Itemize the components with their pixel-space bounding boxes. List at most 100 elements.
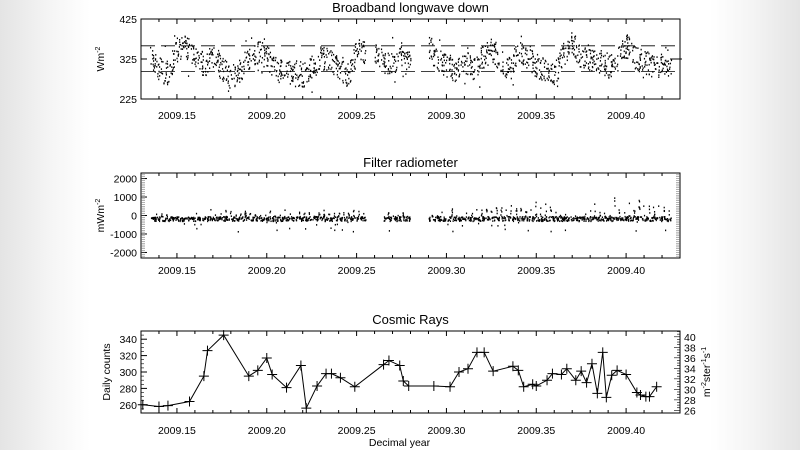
data-point — [150, 63, 152, 65]
data-point — [348, 215, 350, 217]
data-point — [154, 219, 156, 222]
data-point — [566, 220, 569, 222]
data-point — [619, 218, 621, 220]
data-point — [542, 57, 544, 59]
data-point — [375, 44, 377, 46]
data-point — [653, 215, 655, 217]
data-point — [396, 217, 398, 220]
data-point — [200, 61, 202, 63]
data-point — [475, 218, 477, 221]
data-point — [265, 214, 267, 217]
data-point — [277, 216, 279, 219]
data-point — [443, 216, 445, 219]
data-point — [323, 213, 325, 216]
data-point — [357, 218, 359, 220]
data-point — [400, 54, 403, 57]
x-tick-label: 2009.15 — [158, 110, 196, 122]
data-point — [308, 75, 310, 78]
right-y-tick-label: 40 — [684, 332, 696, 344]
data-point — [258, 61, 260, 63]
data-point — [553, 81, 555, 84]
data-point — [193, 58, 195, 60]
data-point — [470, 220, 472, 222]
data-point — [230, 210, 232, 213]
data-point — [611, 54, 613, 56]
data-point — [323, 66, 326, 68]
data-point-plus — [479, 347, 490, 358]
data-point — [655, 219, 657, 222]
data-point — [175, 217, 177, 220]
data-point — [353, 215, 355, 218]
data-point — [487, 49, 490, 52]
data-point — [619, 215, 621, 218]
data-point — [503, 217, 505, 220]
data-point — [434, 54, 436, 56]
data-point — [155, 218, 157, 221]
data-point — [300, 61, 302, 63]
data-point — [480, 51, 482, 54]
data-point — [529, 216, 531, 218]
data-point — [614, 216, 616, 219]
data-point — [526, 67, 528, 69]
data-point — [349, 71, 351, 74]
data-point — [207, 216, 209, 219]
data-point — [188, 217, 191, 219]
data-point — [171, 73, 173, 76]
data-point — [441, 211, 443, 214]
data-point — [268, 53, 270, 56]
data-point — [551, 80, 553, 83]
data-point — [652, 217, 654, 220]
data-point — [620, 53, 622, 55]
data-point — [160, 68, 163, 70]
data-point — [486, 49, 488, 51]
data-point — [266, 219, 268, 222]
data-point — [399, 47, 401, 50]
data-point — [468, 219, 471, 222]
data-point — [632, 61, 634, 63]
data-point — [165, 72, 167, 74]
data-point — [299, 65, 301, 67]
data-point — [245, 215, 247, 217]
data-point — [313, 59, 315, 61]
data-point — [647, 69, 650, 71]
data-point — [252, 217, 254, 220]
data-point — [488, 49, 490, 52]
data-point — [609, 74, 611, 76]
data-point — [301, 75, 303, 77]
data-point — [440, 218, 442, 221]
data-point — [274, 59, 277, 62]
data-point — [240, 62, 242, 64]
y-axis-label: Wm-2 — [95, 46, 107, 71]
data-point — [637, 68, 639, 70]
data-point — [316, 219, 318, 221]
data-point — [260, 220, 262, 222]
data-point — [633, 209, 635, 212]
data-point — [653, 56, 655, 58]
data-point — [440, 215, 442, 218]
data-point — [516, 217, 518, 219]
data-point — [525, 215, 527, 218]
data-point — [509, 216, 512, 219]
data-point — [548, 75, 550, 77]
data-point — [254, 45, 256, 47]
data-point — [448, 59, 450, 61]
data-point — [580, 216, 582, 219]
data-point — [221, 63, 223, 66]
data-point — [269, 56, 271, 59]
data-point — [521, 219, 523, 222]
data-point — [614, 57, 616, 60]
data-point — [331, 218, 333, 220]
data-point — [199, 68, 201, 70]
data-point — [191, 218, 194, 221]
panel-1 — [140, 172, 681, 259]
data-point — [478, 216, 481, 219]
data-point — [292, 216, 295, 219]
data-point — [635, 66, 637, 69]
data-point — [670, 219, 672, 222]
data-point — [277, 62, 280, 65]
data-point — [351, 70, 353, 72]
data-point — [252, 58, 254, 60]
y-tick-label: 280 — [119, 383, 137, 395]
data-point — [572, 219, 574, 222]
data-point — [154, 64, 156, 67]
